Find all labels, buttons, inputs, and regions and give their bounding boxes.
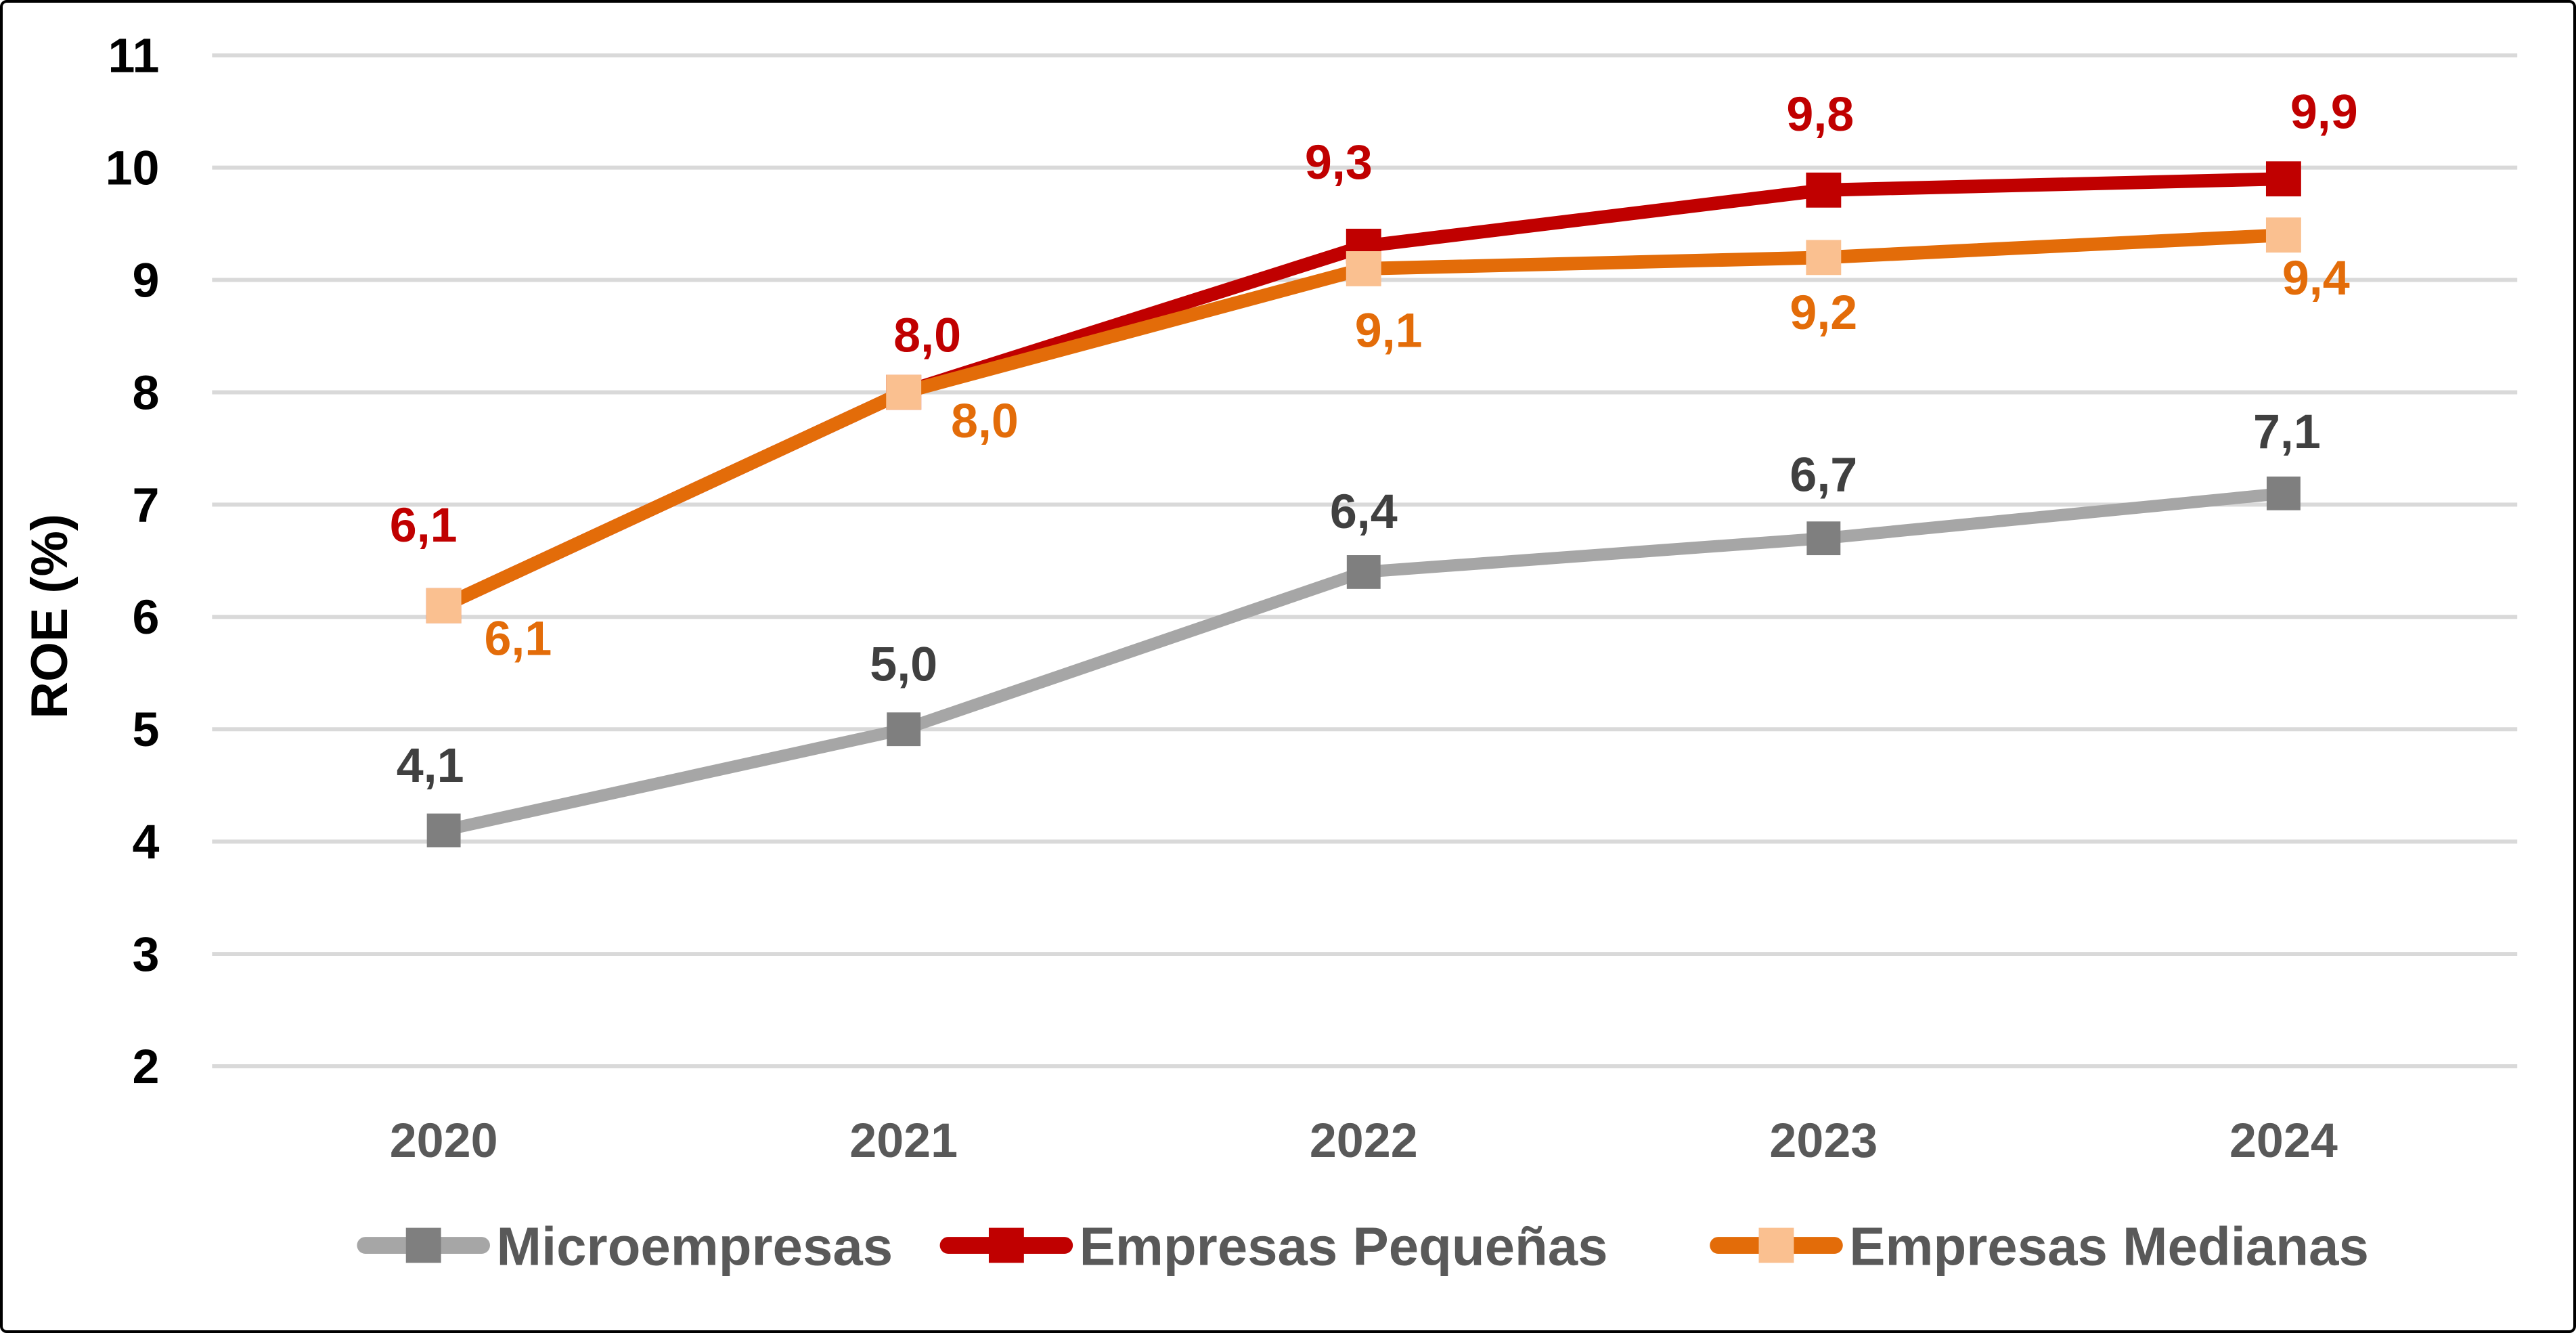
x-tick-label: 2024 — [2229, 1114, 2338, 1168]
y-axis-title: ROE (%) — [21, 514, 79, 719]
data-label: 9,3 — [1305, 135, 1373, 190]
data-label: 9,9 — [2290, 85, 2358, 139]
series-marker-2 — [2265, 217, 2301, 253]
legend-marker-swatch — [1758, 1227, 1794, 1263]
y-tick-label: 3 — [133, 927, 160, 982]
series-marker-2 — [1806, 240, 1842, 276]
y-tick-label: 8 — [133, 366, 160, 420]
data-label: 4,1 — [397, 739, 464, 793]
series-marker-1 — [1806, 172, 1842, 208]
data-label: 6,7 — [1790, 447, 1857, 502]
y-tick-label: 5 — [133, 703, 160, 757]
y-tick-label: 4 — [133, 815, 160, 869]
series-marker-0 — [2266, 476, 2301, 510]
data-label: 7,1 — [2253, 405, 2321, 459]
data-label: 9,2 — [1790, 286, 1857, 340]
legend-marker-swatch — [988, 1227, 1024, 1263]
data-label: 8,0 — [893, 309, 961, 363]
data-label: 8,0 — [951, 394, 1019, 448]
y-tick-label: 10 — [106, 141, 160, 196]
legend-label: Empresas Medianas — [1849, 1216, 2369, 1276]
series-marker-0 — [887, 712, 921, 747]
series-marker-2 — [886, 374, 922, 410]
x-tick-label: 2022 — [1310, 1114, 1418, 1168]
series-marker-0 — [1346, 555, 1381, 589]
x-tick-label: 2023 — [1769, 1114, 1878, 1168]
series-marker-2 — [426, 588, 462, 624]
series-line-0 — [442, 487, 2284, 837]
data-label: 9,1 — [1355, 304, 1423, 358]
series-marker-0 — [426, 813, 461, 848]
legend-marker-swatch — [405, 1227, 441, 1263]
y-tick-label: 7 — [133, 478, 160, 532]
data-label: 6,4 — [1330, 485, 1398, 539]
data-label: 9,8 — [1786, 87, 1854, 141]
series-marker-2 — [1346, 251, 1381, 286]
x-tick-label: 2021 — [849, 1114, 958, 1168]
legend-label: Microempresas — [496, 1216, 893, 1276]
series-marker-1 — [2265, 161, 2301, 197]
y-tick-label: 9 — [133, 253, 160, 307]
y-tick-label: 2 — [133, 1040, 160, 1094]
roe-line-chart: 11 10 9 8 7 6 5 4 3 2 ROE (%) 2020 2021 2022 2023 2024 4… — [21, 29, 2518, 1276]
x-tick-label: 2020 — [390, 1114, 498, 1168]
data-label: 6,1 — [484, 611, 552, 665]
y-tick-label: 6 — [133, 590, 160, 644]
data-label: 5,0 — [870, 638, 937, 692]
legend-label: Empresas Pequeñas — [1080, 1216, 1608, 1276]
series-line-2 — [441, 228, 2284, 612]
series-marker-0 — [1806, 521, 1841, 556]
y-tick-label: 11 — [108, 29, 160, 83]
data-label: 6,1 — [390, 498, 458, 552]
data-label: 9,4 — [2282, 251, 2350, 305]
